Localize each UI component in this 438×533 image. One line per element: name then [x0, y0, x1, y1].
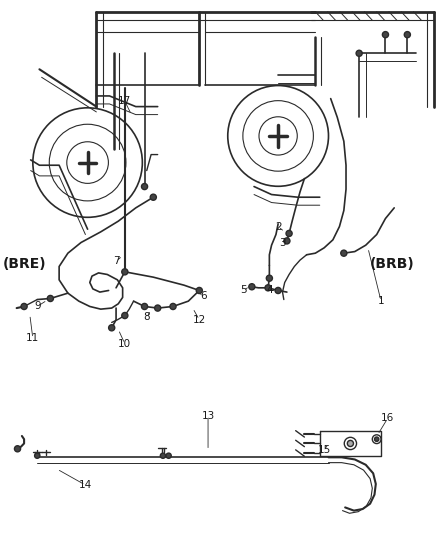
Circle shape	[150, 194, 156, 200]
Circle shape	[266, 275, 272, 281]
Text: 15: 15	[318, 446, 331, 455]
Text: 6: 6	[200, 291, 207, 301]
Text: 5: 5	[240, 286, 247, 295]
Text: 12: 12	[193, 315, 206, 325]
Text: 2: 2	[275, 222, 282, 231]
Text: 17: 17	[118, 96, 131, 106]
Circle shape	[404, 31, 410, 38]
Text: 8: 8	[143, 312, 150, 322]
Circle shape	[347, 440, 353, 447]
Circle shape	[155, 305, 161, 311]
Text: 14: 14	[79, 480, 92, 490]
Circle shape	[356, 50, 362, 56]
Circle shape	[122, 312, 128, 319]
Circle shape	[141, 183, 148, 190]
Text: (BRE): (BRE)	[2, 257, 46, 271]
Circle shape	[284, 238, 290, 244]
Text: 9: 9	[34, 302, 41, 311]
Text: 4: 4	[266, 286, 273, 295]
Circle shape	[286, 230, 292, 237]
Circle shape	[166, 453, 171, 458]
Circle shape	[341, 250, 347, 256]
Circle shape	[35, 453, 40, 458]
Text: 13: 13	[201, 411, 215, 421]
Circle shape	[170, 303, 176, 310]
Text: (BRB): (BRB)	[370, 257, 414, 271]
Text: 10: 10	[118, 339, 131, 349]
Text: 16: 16	[381, 414, 394, 423]
Circle shape	[265, 285, 271, 291]
Circle shape	[275, 287, 281, 294]
Circle shape	[14, 446, 21, 452]
Circle shape	[249, 284, 255, 290]
Circle shape	[47, 295, 53, 302]
Text: 3: 3	[279, 238, 286, 247]
Circle shape	[382, 31, 389, 38]
Circle shape	[196, 287, 202, 294]
Text: 1: 1	[378, 296, 385, 306]
Circle shape	[122, 269, 128, 275]
Circle shape	[160, 453, 166, 458]
Text: 11: 11	[26, 334, 39, 343]
Circle shape	[109, 325, 115, 331]
Text: 7: 7	[113, 256, 120, 266]
Circle shape	[141, 303, 148, 310]
Circle shape	[21, 303, 27, 310]
Circle shape	[374, 437, 379, 441]
